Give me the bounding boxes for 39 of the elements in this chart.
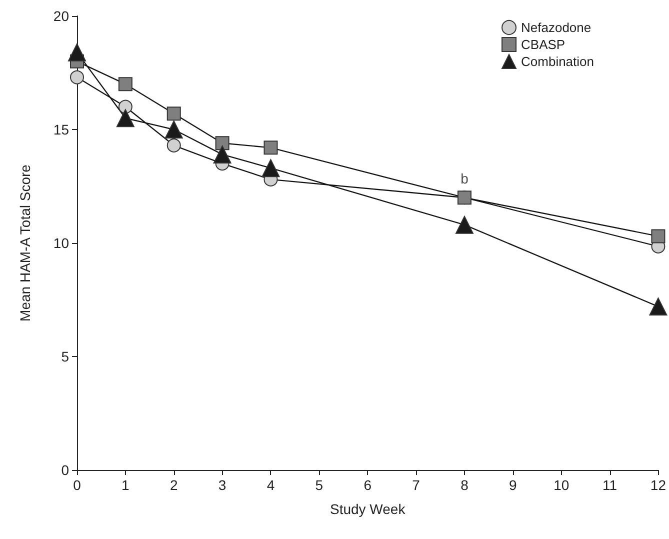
annotation: b [460,170,469,187]
x-tick-label: 4 [266,477,275,493]
x-axis-title: Study Week [330,501,406,517]
legend-label: CBASP [521,37,566,52]
x-tick-label: 10 [554,477,570,493]
y-tick-label: 15 [53,122,70,138]
x-tick-label: 5 [315,477,324,493]
point [166,138,181,152]
x-tick-label: 0 [73,477,82,493]
point [651,229,666,244]
point [213,145,232,164]
y-tick-label: 0 [61,462,70,478]
point [68,43,86,62]
y-tick-label: 20 [53,8,70,24]
point [262,159,280,178]
legend-label: Combination [521,54,594,69]
point [455,216,474,234]
x-tick-label: 9 [509,477,518,493]
point [166,106,181,121]
x-tick-label: 3 [218,477,226,493]
point [118,100,132,114]
point [116,109,134,128]
x-tick-label: 7 [412,477,420,493]
point [215,136,230,150]
y-tick-label: 10 [53,235,70,251]
point [264,140,278,155]
point [70,70,84,84]
x-tick-label: 2 [170,477,178,493]
x-tick-label: 11 [602,477,618,493]
point [164,120,183,138]
y-tick-label: 5 [61,348,70,364]
x-tick-label: 1 [122,477,130,493]
point [649,298,668,316]
point [118,77,132,92]
y-axis-title: Mean HAM-A Total Score [17,164,33,322]
legend-label: Nefazodone [521,20,592,35]
x-tick-label: 12 [650,477,666,493]
x-tick-label: 8 [460,477,469,493]
x-tick-label: 6 [364,477,372,493]
